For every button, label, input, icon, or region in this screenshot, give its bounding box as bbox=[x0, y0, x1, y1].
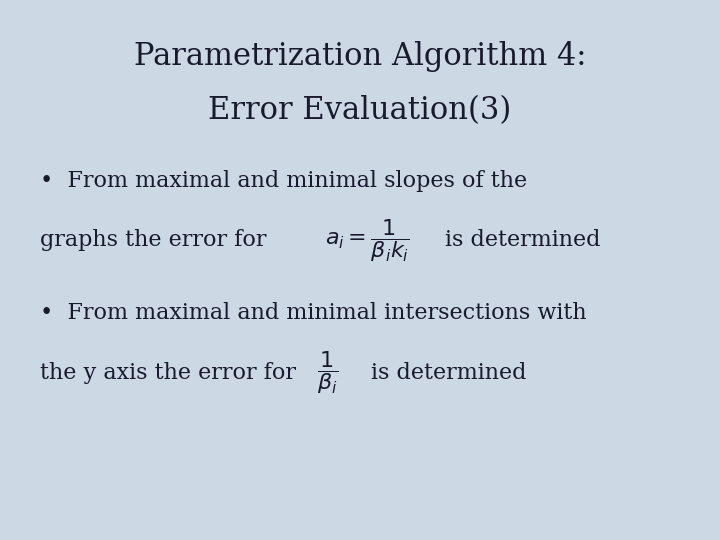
Text: •  From maximal and minimal intersections with: • From maximal and minimal intersections… bbox=[40, 302, 586, 324]
Text: Error Evaluation(3): Error Evaluation(3) bbox=[208, 95, 512, 126]
Text: is determined: is determined bbox=[371, 362, 526, 383]
Text: is determined: is determined bbox=[445, 230, 600, 251]
Text: Parametrization Algorithm 4:: Parametrization Algorithm 4: bbox=[134, 41, 586, 72]
Text: graphs the error for: graphs the error for bbox=[40, 230, 266, 251]
Text: the y axis the error for: the y axis the error for bbox=[40, 362, 296, 383]
Text: $\dfrac{1}{\beta_i}$: $\dfrac{1}{\beta_i}$ bbox=[317, 349, 338, 396]
Text: $a_i = \dfrac{1}{\beta_i k_i}$: $a_i = \dfrac{1}{\beta_i k_i}$ bbox=[325, 217, 410, 264]
Text: •  From maximal and minimal slopes of the: • From maximal and minimal slopes of the bbox=[40, 170, 527, 192]
